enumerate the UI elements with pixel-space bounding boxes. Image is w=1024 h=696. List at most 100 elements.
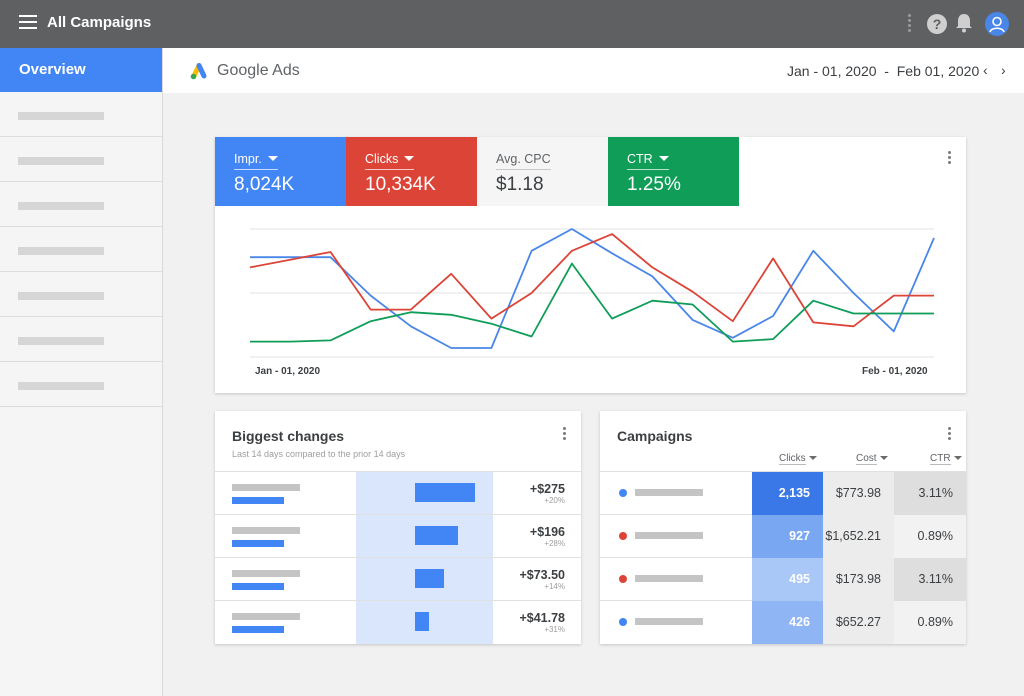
sidebar-item[interactable] [0, 317, 162, 362]
change-bar [415, 483, 475, 502]
more-vert-icon[interactable] [945, 151, 953, 167]
item-name-placeholder [232, 570, 300, 577]
sidebar-item-placeholder [18, 202, 104, 210]
cost-cell: $1,652.21 [823, 515, 894, 558]
menu-icon[interactable] [19, 15, 37, 29]
chart-series-line-1 [249, 233, 934, 328]
card-subtitle: Last 14 days compared to the prior 14 da… [232, 449, 406, 459]
page-header: Google Ads Jan - 01, 2020 - Feb 01, 2020… [163, 48, 1024, 93]
change-value: +$41.78 [519, 611, 565, 625]
campaign-name-placeholder [635, 575, 703, 582]
status-dot-icon [619, 618, 627, 626]
sidebar-item[interactable] [0, 272, 162, 317]
bell-icon[interactable] [955, 13, 973, 33]
x-axis-end-label: Feb - 01, 2020 [862, 366, 928, 377]
more-vert-icon[interactable] [560, 427, 568, 443]
divider [600, 471, 966, 472]
biggest-changes-card: Biggest changes Last 14 days compared to… [215, 411, 581, 644]
divider [600, 557, 752, 558]
item-sub-placeholder [232, 626, 284, 633]
sort-arrow-icon [879, 456, 888, 460]
app-title: All Campaigns [47, 14, 152, 31]
ctr-cell: 0.89% [894, 601, 966, 644]
ctr-cell: 0.89% [894, 515, 966, 558]
sidebar: Overview [0, 48, 163, 696]
dropdown-arrow-icon [267, 156, 278, 161]
ctr-cell: 3.11% [894, 558, 966, 601]
column-header-clicks[interactable]: Clicks [779, 453, 817, 465]
change-percent: +31% [544, 625, 565, 634]
sidebar-item[interactable] [0, 92, 162, 137]
change-percent: +14% [544, 582, 565, 591]
top-bar: All Campaigns ? [0, 0, 1024, 48]
help-icon[interactable]: ? [927, 14, 947, 34]
metric-value: 8,024K [234, 174, 295, 195]
sidebar-item[interactable] [0, 137, 162, 182]
column-header-label: CTR [930, 453, 951, 465]
metric-impressions[interactable]: Impr. 8,024K [215, 137, 346, 206]
divider [215, 471, 581, 472]
metric-clicks[interactable]: Clicks 10,334K [346, 137, 477, 206]
x-axis-start-label: Jan - 01, 2020 [255, 366, 321, 377]
metric-label: CTR [627, 152, 653, 166]
more-vert-icon[interactable] [945, 427, 953, 443]
change-bar [415, 526, 458, 545]
status-dot-icon [619, 575, 627, 583]
cost-cell: $773.98 [823, 472, 894, 515]
change-value: +$275 [529, 482, 565, 496]
chevron-right-icon[interactable]: › [1001, 62, 1006, 78]
cost-cell: $652.27 [823, 601, 894, 644]
divider [215, 514, 581, 515]
status-dot-icon [619, 489, 627, 497]
column-header-label: Clicks [779, 453, 806, 465]
sidebar-item-placeholder [18, 112, 104, 120]
change-percent: +20% [544, 496, 565, 505]
divider [600, 514, 752, 515]
metric-avg-cpc[interactable]: Avg. CPC $1.18 [477, 137, 608, 206]
clicks-cell: 495 [752, 558, 823, 601]
column-header-ctr[interactable]: CTR [930, 453, 962, 465]
chart-series-line-2 [250, 262, 934, 343]
cost-cell: $173.98 [823, 558, 894, 601]
account-icon[interactable] [985, 12, 1009, 36]
metric-label: Avg. CPC [496, 152, 551, 166]
column-header-label: Cost [856, 453, 877, 465]
divider [600, 600, 752, 601]
chevron-left-icon[interactable]: ‹ [983, 62, 988, 78]
item-sub-placeholder [232, 497, 284, 504]
card-title: Biggest changes [232, 428, 345, 444]
change-percent: +28% [544, 539, 565, 548]
ctr-cell: 3.11% [894, 472, 966, 515]
sidebar-item[interactable] [0, 227, 162, 272]
metric-label: Clicks [365, 152, 399, 166]
sidebar-item-overview[interactable]: Overview [0, 48, 162, 92]
sort-arrow-icon [808, 456, 817, 460]
dropdown-arrow-icon [658, 156, 669, 161]
performance-card: Impr. 8,024K Clicks 10,334K Avg. CPC $1.… [215, 137, 966, 393]
campaign-name-placeholder [635, 618, 703, 625]
column-header-cost[interactable]: Cost [856, 453, 888, 465]
more-vert-icon[interactable] [905, 14, 913, 34]
sort-arrow-icon [953, 456, 962, 460]
sidebar-item-placeholder [18, 292, 104, 300]
campaigns-card: Campaigns Clicks Cost CTR 2,135 $773.98 … [600, 411, 966, 644]
campaign-name-placeholder [635, 489, 703, 496]
clicks-cell: 426 [752, 601, 823, 644]
divider [215, 600, 581, 601]
metric-value: 10,334K [365, 174, 436, 195]
sidebar-item[interactable] [0, 182, 162, 227]
item-name-placeholder [232, 613, 300, 620]
sidebar-item-placeholder [18, 157, 104, 165]
change-bar [415, 612, 429, 631]
item-name-placeholder [232, 527, 300, 534]
date-range-picker[interactable]: Jan - 01, 2020 - Feb 01, 2020 [787, 63, 980, 79]
google-ads-logo-icon [189, 62, 209, 80]
metric-ctr[interactable]: CTR 1.25% [608, 137, 739, 206]
change-value: +$73.50 [519, 568, 565, 582]
status-dot-icon [619, 532, 627, 540]
sidebar-item[interactable] [0, 362, 162, 407]
item-sub-placeholder [232, 540, 284, 547]
metric-value: 1.25% [627, 174, 681, 195]
sidebar-item-placeholder [18, 337, 104, 345]
chart-series-line-0 [250, 228, 935, 349]
